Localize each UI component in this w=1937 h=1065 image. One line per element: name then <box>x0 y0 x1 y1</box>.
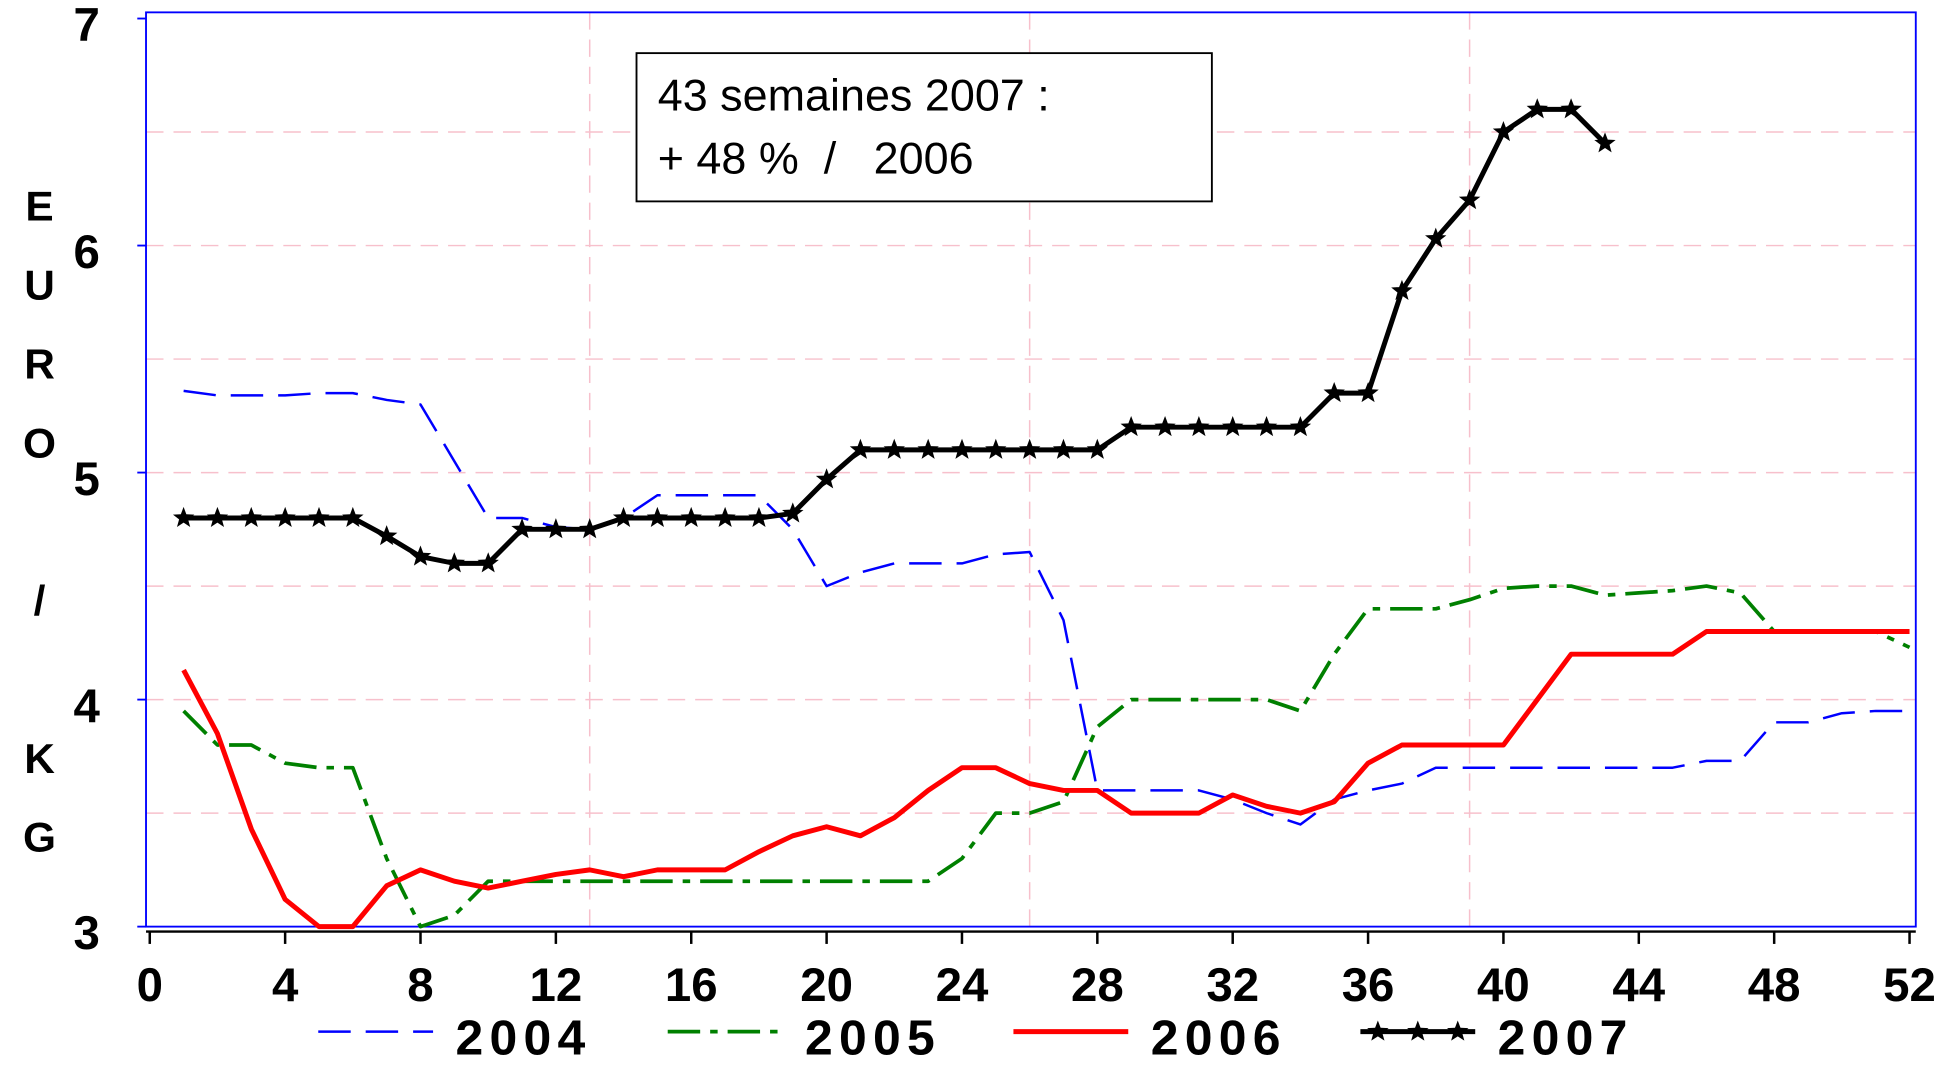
star-marker <box>1289 415 1312 437</box>
plot-frame <box>145 11 1917 928</box>
legend-label: 2006 <box>1151 1010 1287 1065</box>
star-marker <box>1221 415 1244 437</box>
y-tick-label: 5 <box>73 452 99 505</box>
legend-label: 2007 <box>1498 1010 1634 1065</box>
x-tick-label: 48 <box>1748 958 1801 1011</box>
star-marker <box>1052 438 1075 459</box>
star-marker <box>443 552 466 573</box>
star-marker <box>477 552 499 573</box>
star-marker <box>1458 189 1481 210</box>
x-tick-label: 28 <box>1071 958 1124 1011</box>
y-tick-label: 7 <box>73 0 99 51</box>
star-marker <box>1492 120 1515 142</box>
y-tick-label: 4 <box>73 679 99 732</box>
star-marker <box>815 468 838 489</box>
series-line <box>182 584 1911 929</box>
star-marker <box>782 502 804 523</box>
legend-label: 2005 <box>805 1010 941 1065</box>
star-marker <box>375 525 398 546</box>
annotation-box <box>635 52 1213 203</box>
series-line <box>181 629 1910 930</box>
star-marker <box>985 438 1007 459</box>
x-tick-label: 16 <box>665 958 718 1011</box>
star-marker <box>308 506 330 527</box>
x-tick-label: 44 <box>1612 958 1665 1011</box>
legend-star <box>1447 1020 1469 1041</box>
star-marker <box>849 438 872 459</box>
legend-star <box>1407 1020 1429 1041</box>
star-marker <box>409 545 432 566</box>
star-marker <box>1391 279 1413 300</box>
star-marker <box>342 506 364 527</box>
star-marker <box>1255 415 1278 437</box>
x-tick-label: 0 <box>137 958 163 1011</box>
legend-star <box>1367 1020 1389 1041</box>
star-marker <box>578 518 601 539</box>
x-tick-label: 40 <box>1477 958 1530 1011</box>
annotation-line: + 48 % / 2006 <box>658 135 974 184</box>
star-marker <box>240 506 262 527</box>
x-tick-label: 20 <box>800 958 853 1011</box>
annotation-line: 43 semaines 2007 : <box>658 72 1050 121</box>
star-marker <box>1594 132 1616 153</box>
x-tick-label: 52 <box>1883 958 1936 1011</box>
x-tick-label: 4 <box>272 958 298 1011</box>
y-tick-label: 3 <box>73 906 99 959</box>
star-marker <box>1357 382 1379 403</box>
star-marker <box>714 506 736 527</box>
x-tick-label: 8 <box>407 958 433 1011</box>
star-marker <box>917 438 939 459</box>
star-marker <box>1188 415 1210 437</box>
series-line <box>183 389 1910 826</box>
star-marker <box>1526 98 1548 119</box>
star-marker <box>1425 227 1447 248</box>
star-marker <box>1154 415 1176 437</box>
legend-label: 2004 <box>456 1010 592 1065</box>
star-marker <box>680 506 702 527</box>
star-marker <box>612 506 635 527</box>
star-marker <box>646 506 669 527</box>
x-tick-label: 32 <box>1206 958 1259 1011</box>
star-marker <box>1018 438 1041 459</box>
star-marker <box>274 506 296 527</box>
star-marker <box>951 438 973 459</box>
star-marker <box>1323 382 1345 403</box>
star-marker <box>206 506 229 527</box>
star-marker <box>172 506 195 527</box>
star-marker <box>545 518 567 539</box>
y-tick-label: 6 <box>73 225 99 278</box>
star-marker <box>1086 438 1109 459</box>
star-marker <box>1120 415 1142 437</box>
x-tick-label: 12 <box>529 958 582 1011</box>
star-marker <box>511 518 533 539</box>
star-marker <box>883 438 905 459</box>
star-marker <box>1560 98 1582 119</box>
x-tick-label: 24 <box>936 958 989 1011</box>
y-axis-label: EURO / KG <box>16 183 63 893</box>
x-tick-label: 36 <box>1342 958 1395 1011</box>
star-marker <box>748 506 770 527</box>
